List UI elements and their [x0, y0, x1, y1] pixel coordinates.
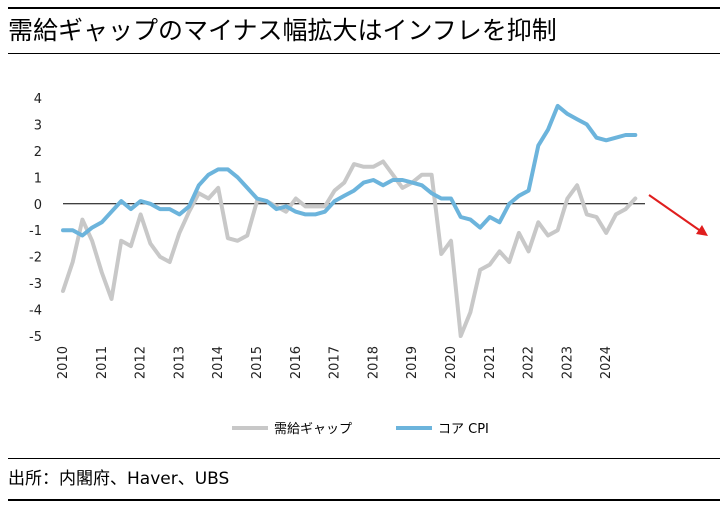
y-tick-label: -4	[29, 304, 42, 319]
x-tick-label: 2018	[366, 346, 381, 379]
x-tick-label: 2017	[328, 346, 343, 379]
line-chart: 4 3 2 1 0 -1 -2 -3 -4 -5 2010 2011 2012 2013 2014 2015…	[29, 92, 708, 437]
x-tick-label: 2011	[95, 346, 110, 379]
x-tick-label: 2020	[444, 346, 459, 379]
y-tick-label: 2	[34, 145, 42, 160]
y-tick-label: -2	[29, 251, 42, 266]
y-tick-label: -1	[29, 224, 42, 239]
core-cpi-series-line	[61, 103, 638, 238]
x-axis-ticks: 2010 2011 2012 2013 2014 2015 2016 2017 2018 2019…	[56, 346, 614, 379]
y-axis-ticks: 4 3 2 1 0 -1 -2 -3 -4 -5	[29, 92, 42, 345]
y-tick-label: -3	[29, 277, 42, 292]
page-title: 需給ギャップのマイナス幅拡大はインフレを抑制	[8, 16, 557, 45]
y-tick-label: -5	[29, 330, 42, 345]
series-layer	[61, 103, 638, 338]
x-tick-label: 2013	[172, 346, 187, 379]
y-tick-label: 0	[34, 198, 42, 213]
x-tick-label: 2016	[289, 346, 304, 379]
trend-arrow	[648, 194, 708, 236]
x-tick-label: 2012	[134, 346, 149, 379]
x-tick-label: 2019	[405, 346, 420, 379]
source-top-rule	[8, 458, 720, 459]
x-tick-label: 2014	[211, 346, 226, 379]
x-tick-label: 2021	[483, 346, 498, 379]
bottom-rule	[8, 499, 720, 501]
y-tick-label: 4	[34, 92, 42, 107]
x-tick-label: 2022	[522, 346, 537, 379]
x-tick-label: 2010	[56, 346, 71, 379]
x-tick-label: 2015	[250, 346, 265, 379]
title-underline	[8, 53, 720, 54]
source-note: 出所：内閣府、Haver、UBS	[8, 469, 230, 489]
legend: 需給ギャップ コア CPI	[232, 422, 489, 437]
x-tick-label: 2023	[560, 346, 575, 379]
y-tick-label: 1	[34, 171, 42, 186]
gap-series-line	[61, 159, 638, 338]
legend-label: 需給ギャップ	[274, 422, 352, 437]
arrow-shaft	[648, 194, 703, 233]
top-rule	[8, 7, 720, 9]
x-tick-label: 2024	[599, 346, 614, 379]
arrow-head	[696, 225, 708, 236]
legend-label: コア CPI	[438, 422, 489, 437]
y-tick-label: 3	[34, 118, 42, 133]
